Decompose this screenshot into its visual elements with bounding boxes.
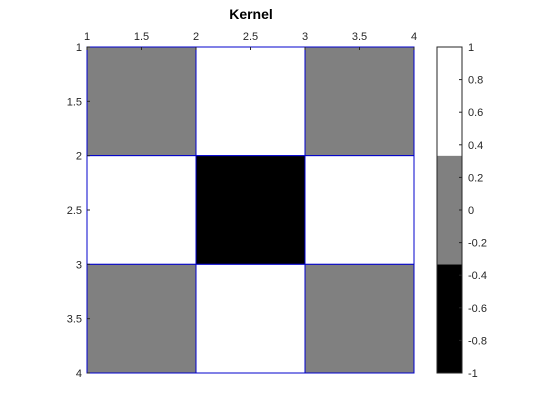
y-tick-label: 2	[76, 151, 82, 163]
x-tick-label: 1.5	[134, 31, 149, 43]
heatmap-cell-r1-c2	[195, 46, 306, 157]
heatmap-cell-r2-c2	[195, 155, 306, 265]
y-tick-label: 1.5	[67, 96, 82, 108]
x-tick-label: 2	[193, 31, 199, 43]
x-tick-label: 2.5	[243, 31, 258, 43]
colorbar-segment-3	[437, 47, 462, 156]
colorbar-segment-1	[437, 264, 462, 373]
heatmap-cell-r3-c3	[304, 263, 415, 374]
y-tick-label: 4	[76, 368, 82, 380]
x-axis-ticks: 1 1.5 2 2.5 3 3.5 4	[84, 31, 417, 50]
colorbar-tick-label: 1	[468, 42, 474, 54]
heatmap-cells	[86, 46, 415, 374]
x-tick-label: 3.5	[352, 31, 367, 43]
colorbar-tick-label: 0.2	[468, 172, 483, 184]
y-tick-label: 3	[76, 259, 82, 271]
y-tick-label: 2.5	[67, 205, 82, 217]
y-tick-label: 3.5	[67, 314, 82, 326]
colorbar-tick-label: -0.8	[468, 335, 487, 347]
colorbar-tick-label: 0.8	[468, 75, 483, 87]
heatmap-cell-r3-c2	[195, 263, 306, 374]
chart-title: Kernel	[229, 6, 273, 22]
colorbar-segment-2	[437, 155, 462, 265]
colorbar-tick-label: 0	[468, 205, 474, 217]
heatmap-cell-r3-c1	[86, 263, 197, 374]
colorbar-tick-label: -1	[468, 368, 478, 380]
y-tick-label: 1	[76, 42, 82, 54]
heatmap-cell-r1-c3	[304, 46, 415, 157]
x-tick-label: 3	[302, 31, 308, 43]
x-tick-label: 1	[84, 31, 90, 43]
x-tick-label: 4	[411, 31, 417, 43]
colorbar-tick-label: -0.2	[468, 238, 487, 250]
colorbar-tick-label: 0.6	[468, 107, 483, 119]
heatmap-cell-r2-c1	[86, 155, 197, 265]
colorbar: 1 0.8 0.6 0.4 0.2 0 -0.2 -0.4 -0.6 -0.8 -1	[436, 42, 487, 380]
heatmap-cell-r1-c1	[86, 46, 197, 157]
colorbar-tick-label: -0.4	[468, 270, 487, 282]
colorbar-tick-label: -0.6	[468, 303, 487, 315]
y-axis-ticks: 1 1.5 2 2.5 3 3.5 4	[67, 42, 90, 380]
colorbar-tick-label: 0.4	[468, 140, 483, 152]
heatmap-cell-r2-c3	[304, 155, 415, 265]
